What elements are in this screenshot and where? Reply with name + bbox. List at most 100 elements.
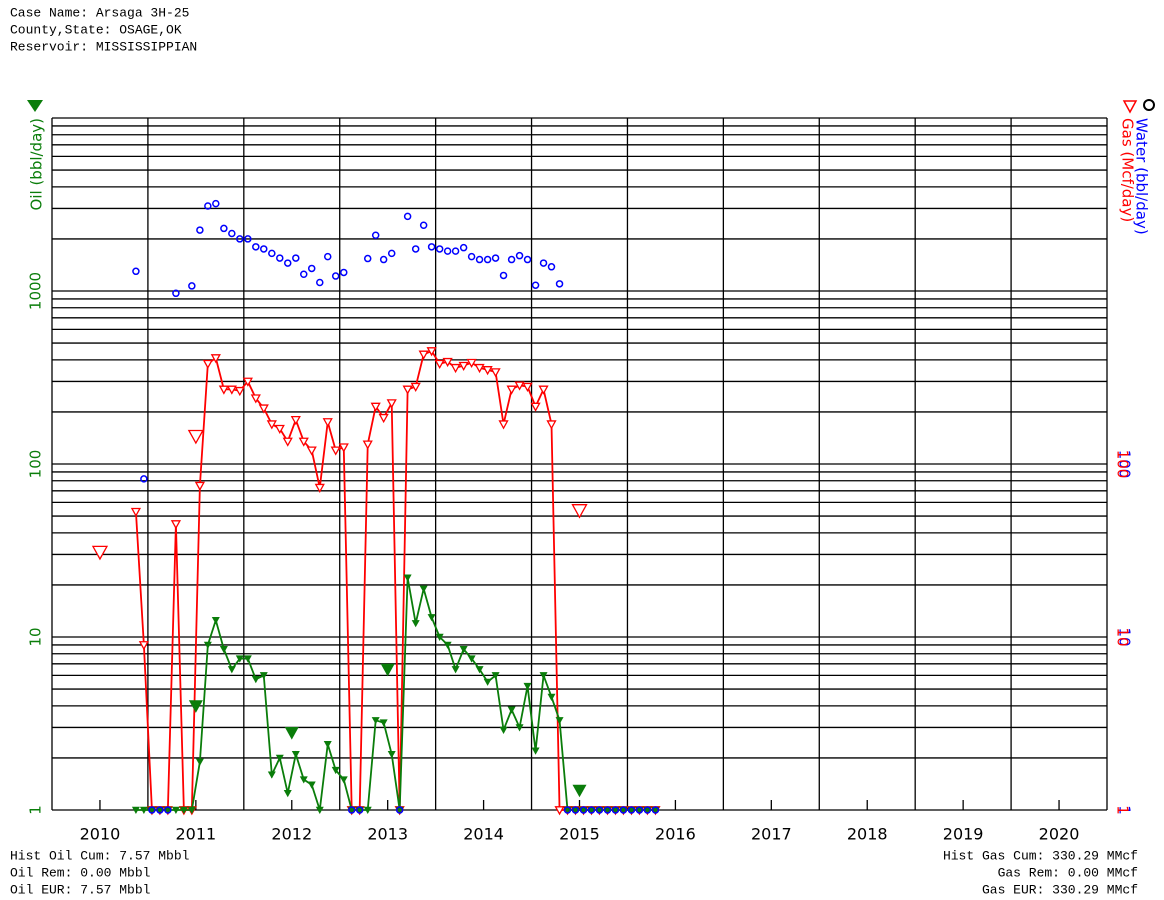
gas-point: [538, 385, 549, 395]
gas-point: [458, 361, 469, 372]
oil-point: [227, 666, 236, 674]
oil-point: [443, 641, 452, 649]
oil-point: [188, 700, 203, 713]
water-point: [403, 212, 412, 221]
water-point: [595, 806, 604, 814]
legend-water-symbol: [1143, 99, 1155, 111]
water-point: [587, 806, 596, 814]
water-point: [283, 259, 292, 267]
header: Case Name: Arsaga 3H-25 County,State: OS…: [10, 5, 197, 54]
x-tick-label: 2019: [943, 825, 984, 844]
gas-point: [274, 424, 285, 435]
gas-point: [91, 545, 109, 561]
water-point: [323, 252, 332, 261]
gas-point: [298, 437, 309, 447]
gas-point: [426, 347, 437, 357]
gas-point: [202, 359, 213, 370]
x-tick-label: 2020: [1039, 825, 1080, 844]
gas-point: [530, 402, 541, 412]
x-tick-label: 2015: [559, 825, 600, 844]
gas-point: [258, 404, 269, 414]
water-point: [140, 475, 148, 483]
water-point: [331, 272, 340, 280]
oil-point: [363, 806, 372, 814]
water-point: [619, 806, 628, 814]
water-point: [499, 271, 508, 280]
water-point: [395, 806, 404, 814]
oil-point: [539, 672, 548, 680]
gas-point: [266, 420, 277, 430]
water-point: [292, 254, 300, 262]
water-point: [555, 280, 564, 288]
header-line: Case Name: Arsaga 3H-25: [10, 5, 189, 20]
gas-point: [370, 402, 381, 412]
water-point: [427, 243, 436, 251]
water-point: [244, 235, 252, 243]
water-point: [156, 806, 164, 814]
oil-point: [331, 766, 340, 775]
oil-point: [131, 806, 140, 814]
oil-point: [475, 666, 484, 674]
water-point: [212, 199, 220, 208]
water-point: [419, 221, 428, 229]
gas-point: [514, 381, 525, 391]
footer-line: Oil Rem: 0.00 Mbbl: [10, 865, 151, 880]
oil-point: [387, 751, 396, 759]
oil-point: [435, 633, 444, 641]
water-point: [563, 806, 572, 814]
x-tick-label: 2017: [751, 825, 792, 844]
water-point: [411, 245, 420, 253]
water-point: [531, 281, 540, 289]
x-tick-label: 2016: [655, 825, 696, 844]
oil-point: [171, 806, 180, 814]
water-point: [651, 806, 660, 814]
gas-point: [498, 420, 509, 430]
water-point: [347, 806, 356, 814]
water-point: [196, 226, 204, 234]
water-point: [300, 270, 308, 278]
water-point: [371, 231, 380, 240]
footer-line: Hist Gas Cum: 330.29 MMcf: [943, 848, 1138, 863]
gas-point: [250, 394, 261, 404]
gas-point: [242, 377, 253, 387]
oil-point: [299, 776, 308, 784]
water-point: [132, 267, 140, 276]
oil-point: [283, 790, 292, 798]
oil-point: [211, 617, 220, 625]
y2-tick-label: 100: [1114, 450, 1132, 479]
water-point: [435, 245, 444, 253]
water-point: [635, 806, 644, 814]
oil-point: [187, 806, 196, 814]
oil-point: [291, 751, 300, 759]
oil-point: [499, 726, 508, 735]
water-point: [643, 806, 652, 814]
oil-point: [251, 676, 260, 684]
oil-point: [419, 585, 428, 593]
oil-point: [275, 754, 284, 762]
water-point: [148, 806, 156, 814]
water-point: [627, 806, 636, 814]
water-point: [611, 806, 620, 814]
gas-point: [434, 359, 445, 370]
oil-point: [203, 641, 212, 649]
y2-axis-label: Gas (Mcf/day): [1119, 118, 1137, 222]
x-tick-label: 2014: [463, 825, 504, 844]
gas-point: [338, 443, 349, 453]
footer-line: Gas EUR: 330.29 MMcf: [982, 882, 1138, 897]
gas-point: [402, 385, 413, 395]
gas-point: [362, 440, 373, 450]
oil-point: [235, 655, 244, 663]
x-tick-label: 2018: [847, 825, 888, 844]
y2-tick-label: 10: [1116, 627, 1134, 646]
oil-point: [267, 771, 276, 779]
gas-point: [418, 350, 429, 360]
water-point: [164, 806, 172, 814]
water-point: [603, 806, 612, 814]
gas-point: [330, 446, 341, 456]
footer-line: Gas Rem: 0.00 MMcf: [998, 865, 1138, 880]
water-point: [188, 282, 196, 290]
y-tick-label: 1000: [27, 272, 45, 310]
gas-point: [522, 382, 533, 392]
series-line: [135, 349, 656, 811]
